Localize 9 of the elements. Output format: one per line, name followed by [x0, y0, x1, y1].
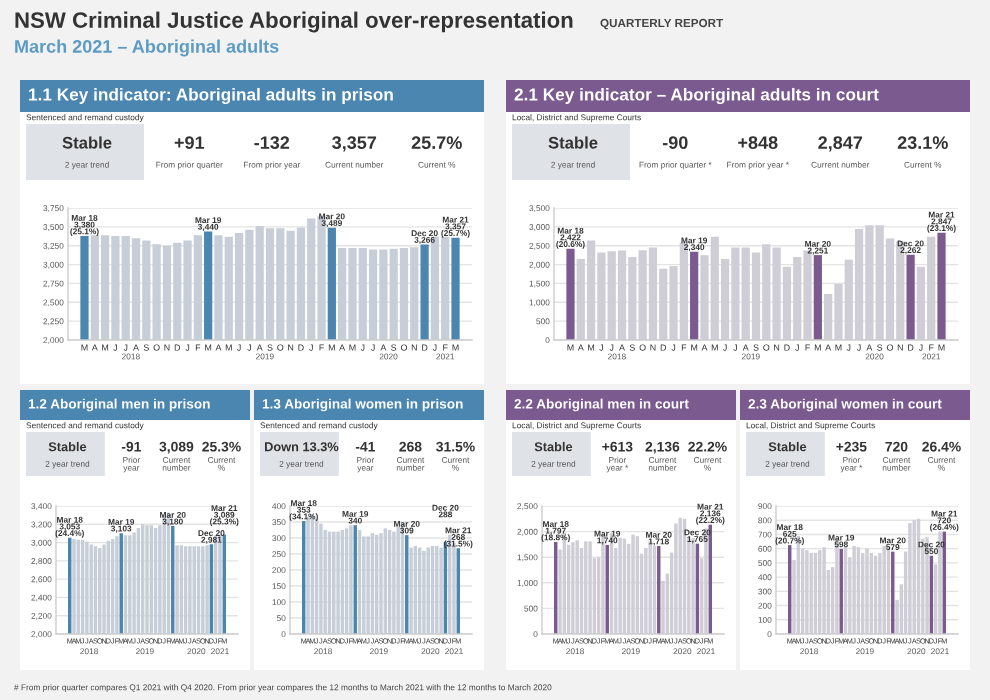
bar: [690, 251, 699, 340]
bar: [566, 248, 575, 340]
chart-title: 2.1 Key indicator – Aboriginal adults in court: [514, 87, 879, 105]
chart-title: 1.1 Key indicator: Aboriginal adults in prison: [29, 87, 393, 105]
bar: [937, 232, 946, 340]
text: March 2021 – Aboriginal adults: [15, 39, 279, 57]
bar: [813, 255, 822, 340]
bar: [906, 254, 915, 340]
text: NSW Criminal Justice Aboriginal over-representation: [15, 11, 573, 33]
